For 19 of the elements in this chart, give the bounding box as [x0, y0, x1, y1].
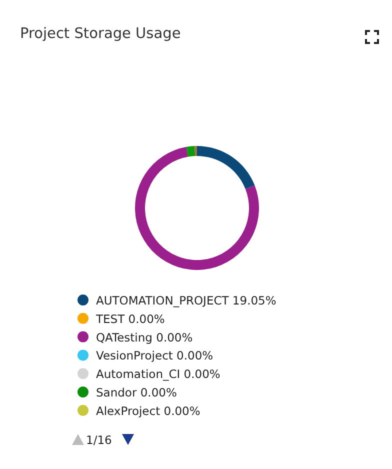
- text: 0.00%: [140, 386, 177, 400]
- legend-label: AlexProject: [96, 404, 160, 418]
- donut-slice: [135, 146, 259, 270]
- legend-label: Sandor: [96, 386, 137, 400]
- legend-label: TEST: [96, 312, 125, 326]
- text: 0.00%: [164, 404, 200, 418]
- text: 0.00%: [156, 330, 193, 344]
- legend-label: QATesting: [96, 330, 152, 344]
- legend-label: VesionProject: [96, 348, 173, 363]
- text: 0.00%: [184, 367, 220, 382]
- legend-label: Automation_CI: [96, 367, 180, 382]
- legend-label: AUTOMATION_PROJECT: [96, 294, 229, 308]
- data-label: 19.05%: [232, 294, 276, 308]
- text: 0.00%: [176, 348, 214, 363]
- text: 0.00%: [128, 312, 165, 326]
- donut-slice: [197, 146, 255, 190]
- text: 1/16: [86, 433, 112, 447]
- donut-slice: [186, 146, 196, 157]
- chart-title: Project Storage Usage: [20, 26, 181, 42]
